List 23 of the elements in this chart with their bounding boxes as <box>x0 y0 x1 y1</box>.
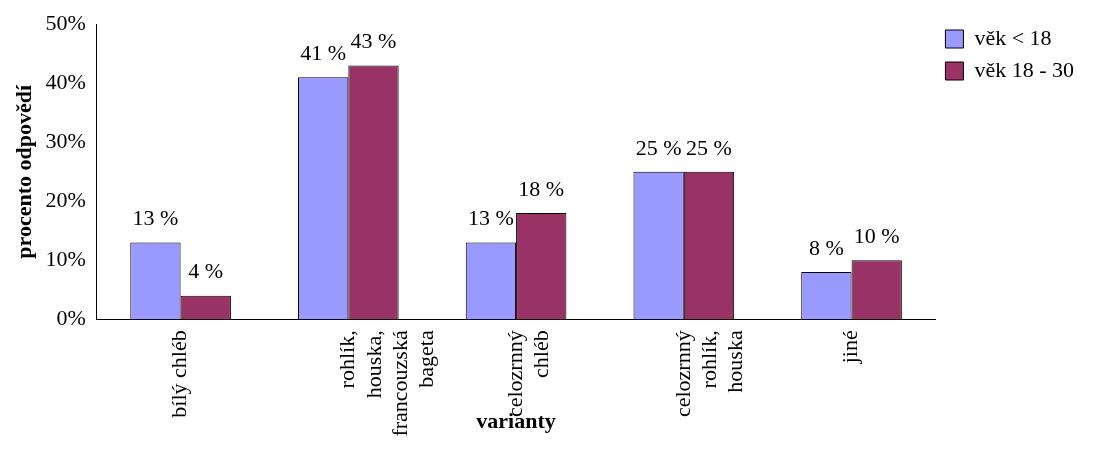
legend-label: věk < 18 <box>974 24 1052 50</box>
data-label: 25 % <box>635 134 682 160</box>
x-tick-label: jiné <box>837 330 863 365</box>
y-tick-label: 40% <box>45 69 86 95</box>
x-tick-label: bílý chléb <box>166 330 192 418</box>
data-label: 8 % <box>808 234 844 260</box>
x-tick-label: rohlík, houska, francouzská bageta <box>334 330 439 437</box>
data-label: 18 % <box>518 175 565 201</box>
y-tick-label: 10% <box>45 246 86 272</box>
y-tick-label: 50% <box>45 9 86 35</box>
y-axis-title: procento odpovědí <box>10 83 36 259</box>
data-label: 13 % <box>467 205 514 231</box>
y-tick-label: 20% <box>45 187 86 213</box>
y-tick-label: 0% <box>56 305 86 331</box>
data-label: 41 % <box>300 40 347 66</box>
data-label: 25 % <box>686 134 732 160</box>
data-label: 4 % <box>188 258 224 284</box>
y-tick-label: 30% <box>45 128 86 154</box>
legend-label: věk 18 - 30 <box>974 56 1074 82</box>
data-label: 10 % <box>853 223 900 249</box>
data-label: 13 % <box>132 205 179 231</box>
x-tick-label: celozrnný rohlík, houska <box>669 330 748 418</box>
data-label: 43 % <box>350 28 397 54</box>
